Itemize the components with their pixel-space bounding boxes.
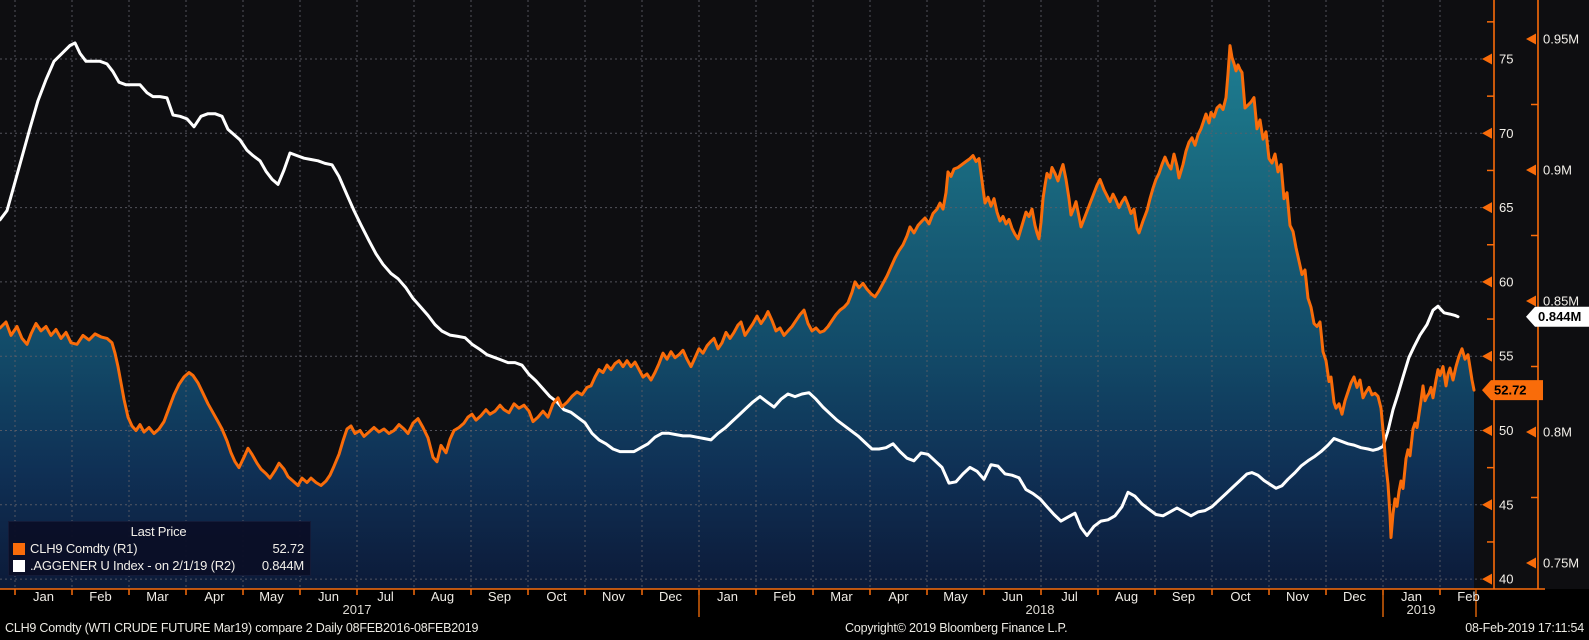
legend-box: Last Price CLH9 Comdty (R1) 52.72 .AGGEN… <box>8 521 311 576</box>
svg-text:Jan: Jan <box>1401 589 1422 604</box>
svg-text:Dec: Dec <box>1343 589 1367 604</box>
svg-text:Nov: Nov <box>1286 589 1310 604</box>
svg-text:Feb: Feb <box>89 589 111 604</box>
legend-label: .AGGENER U Index - on 2/1/19 (R2) <box>30 558 236 573</box>
svg-text:65: 65 <box>1499 200 1513 215</box>
svg-text:Sep: Sep <box>488 589 511 604</box>
svg-text:Jun: Jun <box>318 589 339 604</box>
svg-text:Oct: Oct <box>546 589 567 604</box>
svg-text:50: 50 <box>1499 423 1513 438</box>
svg-text:May: May <box>943 589 968 604</box>
svg-text:60: 60 <box>1499 274 1513 289</box>
svg-text:Jan: Jan <box>33 589 54 604</box>
svg-text:2017: 2017 <box>343 602 372 617</box>
svg-text:May: May <box>259 589 284 604</box>
svg-text:Jun: Jun <box>1002 589 1023 604</box>
svg-text:0.844M: 0.844M <box>1538 309 1581 324</box>
svg-text:Dec: Dec <box>659 589 683 604</box>
legend-value: 52.72 <box>272 541 304 556</box>
svg-text:Jul: Jul <box>377 589 394 604</box>
svg-text:Jan: Jan <box>717 589 738 604</box>
chart-svg[interactable]: 75 70 65 60 55 50 45 40 0.95M 0.9M 0.85M 0.8M 0.75M 5… <box>0 0 1589 618</box>
svg-text:Mar: Mar <box>830 589 853 604</box>
svg-text:52.72: 52.72 <box>1494 383 1527 398</box>
svg-text:75: 75 <box>1499 52 1513 67</box>
legend-value: 0.844M <box>261 558 304 573</box>
svg-text:0.85M: 0.85M <box>1543 294 1579 309</box>
svg-text:Feb: Feb <box>773 589 795 604</box>
svg-text:Apr: Apr <box>204 589 225 604</box>
svg-text:Nov: Nov <box>602 589 626 604</box>
svg-text:Aug: Aug <box>1115 589 1138 604</box>
legend-row-aggener[interactable]: .AGGENER U Index - on 2/1/19 (R2) 0.844M <box>13 557 304 574</box>
status-bar: CLH9 Comdty (WTI CRUDE FUTURE Mar19) com… <box>0 618 1589 640</box>
svg-text:Aug: Aug <box>431 589 454 604</box>
svg-text:70: 70 <box>1499 126 1513 141</box>
svg-text:0.8M: 0.8M <box>1543 425 1572 440</box>
svg-text:Mar: Mar <box>146 589 169 604</box>
aggener-series-swatch <box>13 559 25 572</box>
svg-text:55: 55 <box>1499 349 1513 364</box>
chart-description: CLH9 Comdty (WTI CRUDE FUTURE Mar19) com… <box>5 621 479 635</box>
svg-text:2019: 2019 <box>1407 602 1436 617</box>
svg-text:2018: 2018 <box>1026 602 1055 617</box>
svg-text:Feb: Feb <box>1457 589 1479 604</box>
svg-text:Oct: Oct <box>1230 589 1251 604</box>
legend-label: CLH9 Comdty (R1) <box>30 541 138 556</box>
svg-text:0.95M: 0.95M <box>1543 32 1579 47</box>
svg-text:0.9M: 0.9M <box>1543 163 1572 178</box>
legend-row-clh9[interactable]: CLH9 Comdty (R1) 52.72 <box>13 540 304 557</box>
svg-text:Jul: Jul <box>1061 589 1078 604</box>
legend-title: Last Price <box>130 524 187 539</box>
svg-text:Sep: Sep <box>1172 589 1195 604</box>
svg-text:Apr: Apr <box>888 589 909 604</box>
svg-text:40: 40 <box>1499 572 1513 587</box>
clh9-series-swatch <box>13 542 25 555</box>
svg-text:0.75M: 0.75M <box>1543 556 1579 571</box>
svg-text:45: 45 <box>1499 497 1513 512</box>
copyright-text: Copyright© 2019 Bloomberg Finance L.P. <box>845 621 1068 635</box>
timestamp: 08-Feb-2019 17:11:54 <box>1465 621 1584 635</box>
